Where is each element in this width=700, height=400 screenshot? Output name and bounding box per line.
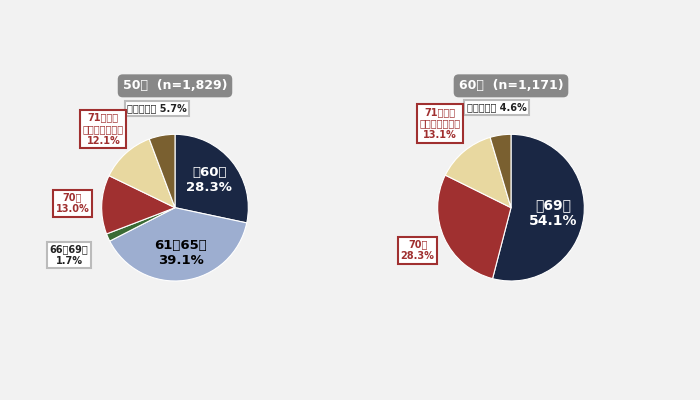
Wedge shape — [175, 134, 248, 223]
Wedge shape — [438, 175, 511, 279]
Text: 70歳
28.3%: 70歳 28.3% — [400, 240, 435, 261]
Wedge shape — [109, 139, 175, 208]
Text: 66〜69歳
1.7%: 66〜69歳 1.7% — [50, 244, 89, 266]
Wedge shape — [102, 176, 175, 234]
Wedge shape — [445, 137, 511, 208]
Text: 〜60歳
28.3%: 〜60歳 28.3% — [186, 166, 232, 194]
Text: 70歳
13.0%: 70歳 13.0% — [55, 192, 90, 214]
Text: 61〜65歳
39.1%: 61〜65歳 39.1% — [155, 239, 207, 267]
Wedge shape — [490, 134, 511, 208]
Wedge shape — [149, 134, 175, 208]
Text: 〜69歳
54.1%: 〜69歳 54.1% — [529, 198, 578, 228]
Text: 71歳以上
生涯働けるまで
13.1%: 71歳以上 生涯働けるまで 13.1% — [419, 107, 461, 140]
Text: 60代  (n=1,171): 60代 (n=1,171) — [458, 79, 564, 92]
Text: 71歳以上
生涯働けるまで
12.1%: 71歳以上 生涯働けるまで 12.1% — [83, 112, 124, 146]
Wedge shape — [106, 208, 175, 241]
Text: わからない 5.7%: わからない 5.7% — [127, 103, 187, 113]
Wedge shape — [493, 134, 584, 281]
Text: わからない 4.6%: わからない 4.6% — [467, 102, 526, 112]
Text: 50代  (n=1,829): 50代 (n=1,829) — [122, 79, 228, 92]
Wedge shape — [110, 208, 246, 281]
